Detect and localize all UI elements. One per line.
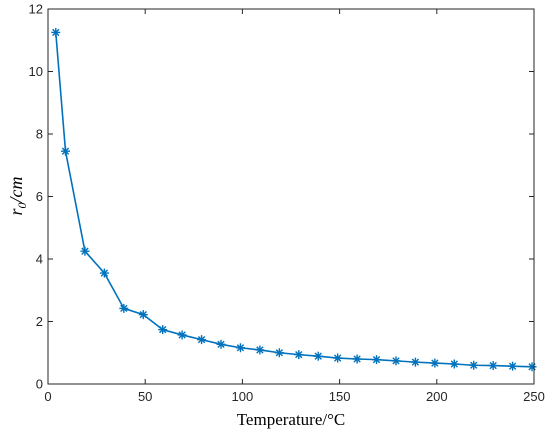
data-point-marker (158, 325, 168, 335)
x-axis-label: Temperature/°C (237, 410, 346, 429)
plot-layer (51, 27, 537, 372)
x-tick-label: 50 (138, 389, 152, 404)
y-tick-label: 0 (36, 377, 43, 392)
data-point-marker (488, 361, 498, 371)
y-tick-label: 10 (29, 64, 43, 79)
data-point-marker (51, 27, 61, 37)
data-point-marker (391, 356, 401, 366)
y-axis-label: r0/cm (6, 176, 29, 215)
data-point-marker (352, 354, 362, 364)
data-point-marker (508, 361, 518, 371)
data-point-marker (235, 343, 245, 353)
data-point-marker (80, 246, 90, 256)
data-point-marker (60, 146, 70, 156)
data-point-marker (313, 351, 323, 361)
data-point-marker (430, 358, 440, 368)
data-point-marker (449, 359, 459, 369)
x-tick-label: 250 (523, 389, 545, 404)
data-point-marker (177, 330, 187, 340)
data-point-marker (255, 345, 265, 355)
data-point-marker (333, 353, 343, 363)
ticks-layer: 0 50 100 150 200 250 0 2 4 6 8 10 12 (29, 2, 545, 405)
data-point-marker (469, 360, 479, 370)
x-tick-label: 150 (329, 389, 351, 404)
data-point-marker (294, 350, 304, 360)
y-axis-label-unit: /cm (6, 176, 26, 203)
plot-frame (47, 8, 535, 385)
data-point-marker (119, 303, 129, 313)
data-point-marker (410, 357, 420, 367)
y-tick-label: 2 (36, 314, 43, 329)
y-tick-label: 4 (36, 252, 43, 267)
y-tick-label: 12 (29, 2, 43, 17)
y-tick-label: 6 (36, 189, 43, 204)
x-tick-label: 100 (232, 389, 254, 404)
series-line (54, 32, 533, 368)
x-tick-label: 200 (426, 389, 448, 404)
data-point-marker (138, 310, 148, 320)
data-point-marker (216, 339, 226, 349)
y-axis-label-main: r (6, 208, 26, 216)
y-axis-label-subscript: 0 (15, 202, 29, 208)
y-tick-label: 8 (36, 127, 43, 142)
data-point-marker (197, 335, 207, 345)
x-tick-label: 0 (44, 389, 51, 404)
data-point-marker (274, 348, 284, 358)
data-point-marker (372, 355, 382, 365)
data-point-marker (527, 362, 537, 372)
data-point-marker (99, 268, 109, 278)
